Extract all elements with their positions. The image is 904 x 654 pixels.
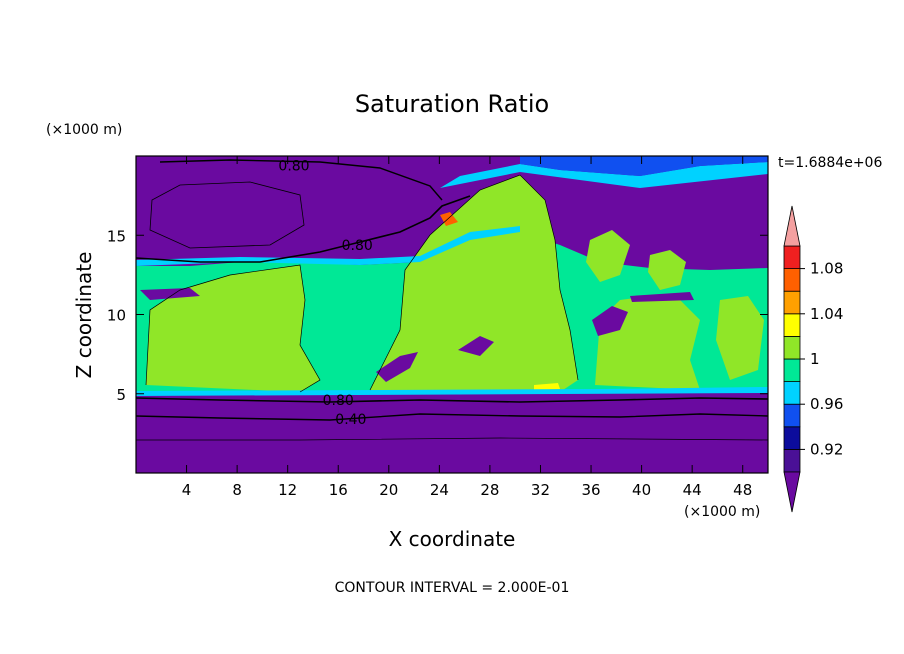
contour-label: 0.80 [323,393,354,409]
colorbar-swatch [783,335,801,360]
x-unit-label: (×1000 m) [684,504,760,520]
cloud-cell-small-2 [648,250,686,290]
y-tick-label: 10 [107,307,126,325]
cyan-upper-right [440,162,768,188]
supersaturated-spot-3 [440,212,458,226]
dry-patch-2 [630,292,694,302]
cloud-cell-small-1 [586,230,630,282]
x-tick-label: 36 [581,481,600,499]
x-tick-label: 24 [430,481,449,499]
dry-patch-1 [140,288,200,300]
x-axis: 4 8 12 16 20 24 28 32 36 40 44 48 [182,156,752,499]
colorbar-tick-label: 0.92 [810,440,843,458]
colorbar-swatch [783,268,801,292]
cloud-cell-small-3 [716,296,764,380]
colorbar-swatch [783,313,801,337]
colorbar-tick-label: 0.96 [810,395,843,413]
x-tick-label: 28 [480,481,499,499]
contour-line-cloud [145,264,321,393]
cyan-edge-bottom [136,387,768,396]
contour-line-cloud-center [369,174,579,391]
colorbar-swatch [783,448,801,473]
contour-line-040 [136,413,768,421]
y-axis: 5 10 15 [107,227,768,404]
dry-patch-5 [376,352,418,382]
x-tick-label: 40 [632,481,651,499]
contour-labels: 0.80 0.80 0.80 0.40 [278,159,372,429]
contour-interval-footer: CONTOUR INTERVAL = 2.000E-01 [335,580,570,596]
x-tick-label: 20 [379,481,398,499]
colorbar-swatch [783,381,801,405]
supersaturated-spot-2 [534,383,560,390]
colorbar-swatch [783,290,801,315]
colorbar: 0.92 0.96 1 1.04 1.08 [783,205,843,513]
contour-line-deep [136,437,768,441]
x-tick-label: 4 [182,481,192,499]
contour-line-080-low [136,397,768,403]
y-axis-label: Z coordinate [72,252,96,379]
contour-label: 0.40 [335,412,366,428]
contour-line-inner [149,181,305,249]
colorbar-under-arrow [783,471,801,513]
colorbar-tick-label: 1 [810,350,820,368]
contour-field [136,156,768,473]
colorbar-over-arrow [783,205,801,247]
x-tick-label: 32 [531,481,550,499]
y-tick-label: 5 [116,386,126,404]
x-tick-label: 16 [329,481,348,499]
y-unit-label: (×1000 m) [46,122,122,138]
x-tick-label: 8 [232,481,242,499]
x-tick-label: 44 [683,481,702,499]
x-axis-label: X coordinate [389,527,516,551]
x-tick-label: 48 [733,481,752,499]
colorbar-tick-label: 1.04 [810,305,843,323]
chart-title: Saturation Ratio [355,90,549,118]
dry-patch-3 [592,306,628,336]
colorbar-swatch [783,245,801,270]
blue-upper-right [520,156,768,176]
contour-label: 0.80 [278,159,309,175]
contour-label: 0.80 [342,238,373,254]
colorbar-swatch [783,403,801,428]
dry-patch-4 [458,336,494,356]
cyan-edge-top [136,226,520,266]
contour-line-upper [136,195,471,263]
colorbar-swatch [783,358,801,383]
colorbar-swatch [783,426,801,450]
contour-line-top [159,159,443,201]
x-tick-label: 12 [278,481,297,499]
cloud-cell-center [370,175,578,394]
time-label: t=1.6884e+06 [778,155,882,171]
colorbar-tick-label: 1.08 [810,260,843,278]
y-tick-label: 15 [107,227,126,245]
